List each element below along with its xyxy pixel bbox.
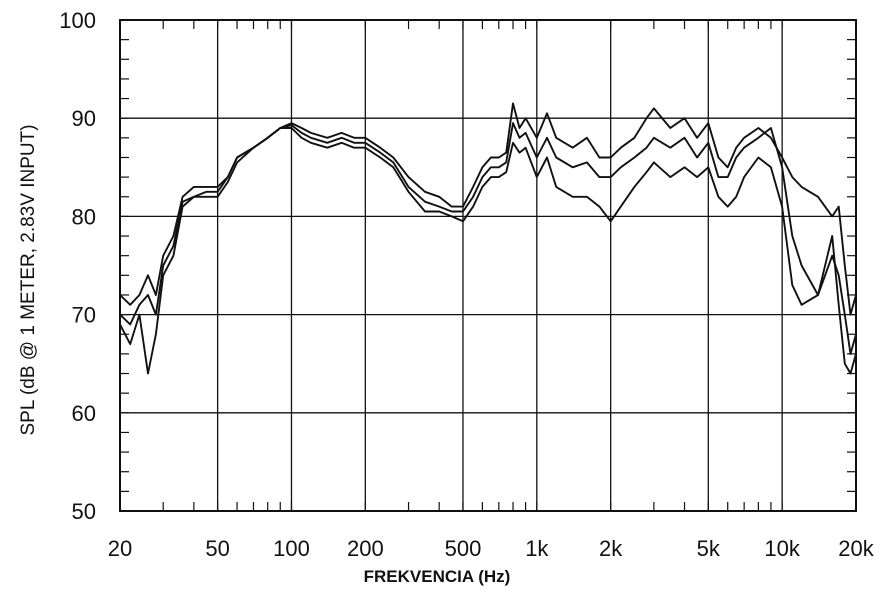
x-tick-label: 20k bbox=[838, 536, 874, 561]
y-tick-label: 50 bbox=[72, 499, 96, 524]
series-line-2 bbox=[119, 122, 857, 355]
series-group bbox=[119, 102, 857, 375]
x-tick-label: 200 bbox=[347, 536, 384, 561]
y-tick-label: 90 bbox=[72, 106, 96, 131]
y-tick-label: 60 bbox=[72, 401, 96, 426]
series-line-1 bbox=[119, 102, 857, 316]
y-axis-label: SPL (dB @ 1 METER, 2.83V INPUT) bbox=[18, 124, 39, 435]
x-tick-label: 10k bbox=[764, 536, 800, 561]
y-tick-label: 80 bbox=[72, 204, 96, 229]
x-tick-label: 100 bbox=[273, 536, 310, 561]
major-gridlines bbox=[119, 19, 857, 512]
y-tick-labels: 50 60 70 80 90 100 bbox=[59, 8, 96, 524]
x-tick-label: 5k bbox=[697, 536, 721, 561]
x-tick-labels: 20 50 100 200 500 1k 2k 5k 10k 20k bbox=[108, 536, 875, 561]
axis-ticks bbox=[119, 19, 857, 512]
series-line-3 bbox=[119, 127, 857, 375]
y-tick-label: 70 bbox=[72, 303, 96, 328]
plot-frame bbox=[119, 19, 857, 512]
x-tick-label: 1k bbox=[525, 536, 549, 561]
x-tick-label: 2k bbox=[599, 536, 623, 561]
x-axis-label: FREKVENCIA (Hz) bbox=[364, 567, 511, 586]
x-tick-label: 50 bbox=[205, 536, 229, 561]
x-tick-label: 500 bbox=[445, 536, 482, 561]
x-tick-label: 20 bbox=[108, 536, 132, 561]
y-tick-label: 100 bbox=[59, 8, 96, 33]
